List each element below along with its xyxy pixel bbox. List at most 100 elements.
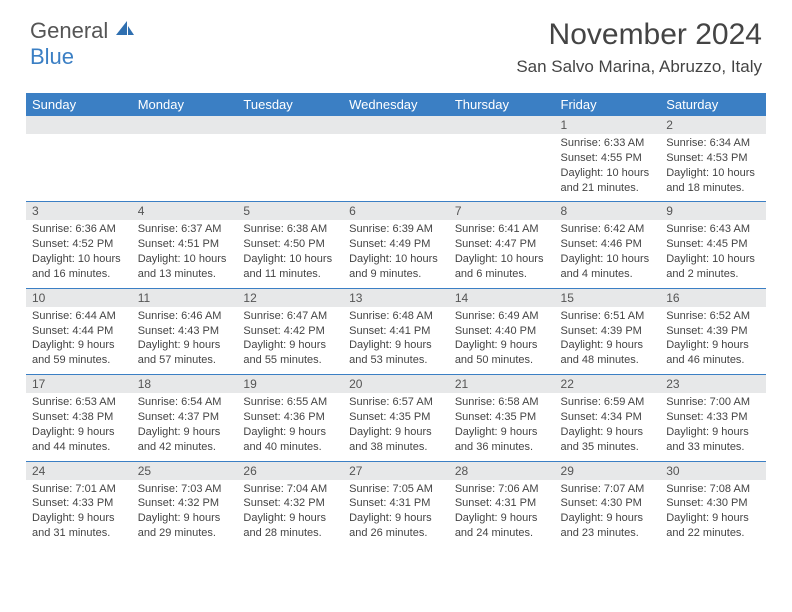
daynum-row: 17 18 19 20 21 22 23 xyxy=(26,375,766,394)
brand-text-blue-wrap: Blue xyxy=(30,44,74,70)
sunset: Sunset: 4:47 PM xyxy=(455,237,549,252)
day-number: 26 xyxy=(237,461,343,480)
sunrise: Sunrise: 7:05 AM xyxy=(349,482,443,497)
brand-text-blue: Blue xyxy=(30,44,74,69)
sail-icon xyxy=(114,19,136,44)
weekday-header: Thursday xyxy=(449,93,555,116)
day-cell: Sunrise: 6:57 AMSunset: 4:35 PMDaylight:… xyxy=(343,393,449,461)
sunset: Sunset: 4:31 PM xyxy=(455,496,549,511)
sunrise: Sunrise: 6:36 AM xyxy=(32,222,126,237)
day-cell: Sunrise: 7:00 AMSunset: 4:33 PMDaylight:… xyxy=(660,393,766,461)
sunset: Sunset: 4:45 PM xyxy=(666,237,760,252)
sunrise: Sunrise: 6:47 AM xyxy=(243,309,337,324)
day-cell: Sunrise: 6:42 AMSunset: 4:46 PMDaylight:… xyxy=(555,220,661,288)
day-number: 27 xyxy=(343,461,449,480)
month-title: November 2024 xyxy=(516,18,762,51)
sunset: Sunset: 4:41 PM xyxy=(349,324,443,339)
sunrise: Sunrise: 7:04 AM xyxy=(243,482,337,497)
day-number: 23 xyxy=(660,375,766,394)
day-number: 28 xyxy=(449,461,555,480)
weekday-header: Sunday xyxy=(26,93,132,116)
day-cell: Sunrise: 6:33 AMSunset: 4:55 PMDaylight:… xyxy=(555,134,661,202)
sunrise: Sunrise: 6:58 AM xyxy=(455,395,549,410)
day-cell: Sunrise: 6:46 AMSunset: 4:43 PMDaylight:… xyxy=(132,307,238,375)
sunset: Sunset: 4:35 PM xyxy=(349,410,443,425)
daylight: Daylight: 9 hours and 59 minutes. xyxy=(32,338,126,368)
day-cell: Sunrise: 6:37 AMSunset: 4:51 PMDaylight:… xyxy=(132,220,238,288)
day-cell: Sunrise: 6:47 AMSunset: 4:42 PMDaylight:… xyxy=(237,307,343,375)
sunrise: Sunrise: 6:44 AM xyxy=(32,309,126,324)
weekday-header: Saturday xyxy=(660,93,766,116)
weekday-header-row: Sunday Monday Tuesday Wednesday Thursday… xyxy=(26,93,766,116)
day-cell: Sunrise: 6:39 AMSunset: 4:49 PMDaylight:… xyxy=(343,220,449,288)
daylight: Daylight: 9 hours and 57 minutes. xyxy=(138,338,232,368)
day-number: 24 xyxy=(26,461,132,480)
content-row: Sunrise: 6:33 AMSunset: 4:55 PMDaylight:… xyxy=(26,134,766,202)
daylight: Daylight: 10 hours and 6 minutes. xyxy=(455,252,549,282)
daylight: Daylight: 9 hours and 42 minutes. xyxy=(138,425,232,455)
day-number: 13 xyxy=(343,288,449,307)
daylight: Daylight: 9 hours and 53 minutes. xyxy=(349,338,443,368)
day-cell: Sunrise: 6:43 AMSunset: 4:45 PMDaylight:… xyxy=(660,220,766,288)
day-number: 25 xyxy=(132,461,238,480)
day-number xyxy=(26,116,132,134)
day-number: 4 xyxy=(132,202,238,221)
day-number: 10 xyxy=(26,288,132,307)
sunset: Sunset: 4:31 PM xyxy=(349,496,443,511)
sunrise: Sunrise: 7:03 AM xyxy=(138,482,232,497)
day-number: 15 xyxy=(555,288,661,307)
sunset: Sunset: 4:36 PM xyxy=(243,410,337,425)
weekday-header: Friday xyxy=(555,93,661,116)
sunset: Sunset: 4:34 PM xyxy=(561,410,655,425)
daynum-row: 1 2 xyxy=(26,116,766,134)
sunset: Sunset: 4:39 PM xyxy=(561,324,655,339)
daylight: Daylight: 9 hours and 40 minutes. xyxy=(243,425,337,455)
content-row: Sunrise: 7:01 AMSunset: 4:33 PMDaylight:… xyxy=(26,480,766,547)
sunset: Sunset: 4:44 PM xyxy=(32,324,126,339)
day-cell: Sunrise: 6:58 AMSunset: 4:35 PMDaylight:… xyxy=(449,393,555,461)
daylight: Daylight: 9 hours and 24 minutes. xyxy=(455,511,549,541)
day-number: 1 xyxy=(555,116,661,134)
day-number: 12 xyxy=(237,288,343,307)
sunrise: Sunrise: 6:52 AM xyxy=(666,309,760,324)
sunset: Sunset: 4:35 PM xyxy=(455,410,549,425)
day-cell: Sunrise: 6:53 AMSunset: 4:38 PMDaylight:… xyxy=(26,393,132,461)
sunset: Sunset: 4:32 PM xyxy=(138,496,232,511)
day-number: 5 xyxy=(237,202,343,221)
day-cell: Sunrise: 7:05 AMSunset: 4:31 PMDaylight:… xyxy=(343,480,449,547)
day-number: 14 xyxy=(449,288,555,307)
sunrise: Sunrise: 7:00 AM xyxy=(666,395,760,410)
day-number: 17 xyxy=(26,375,132,394)
day-cell: Sunrise: 7:08 AMSunset: 4:30 PMDaylight:… xyxy=(660,480,766,547)
day-number: 29 xyxy=(555,461,661,480)
sunset: Sunset: 4:50 PM xyxy=(243,237,337,252)
sunrise: Sunrise: 6:34 AM xyxy=(666,136,760,151)
sunrise: Sunrise: 6:51 AM xyxy=(561,309,655,324)
daylight: Daylight: 9 hours and 28 minutes. xyxy=(243,511,337,541)
content-row: Sunrise: 6:53 AMSunset: 4:38 PMDaylight:… xyxy=(26,393,766,461)
day-cell xyxy=(449,134,555,202)
day-cell: Sunrise: 6:36 AMSunset: 4:52 PMDaylight:… xyxy=(26,220,132,288)
day-cell: Sunrise: 6:49 AMSunset: 4:40 PMDaylight:… xyxy=(449,307,555,375)
daynum-row: 10 11 12 13 14 15 16 xyxy=(26,288,766,307)
day-number: 21 xyxy=(449,375,555,394)
sunrise: Sunrise: 6:57 AM xyxy=(349,395,443,410)
daylight: Daylight: 10 hours and 11 minutes. xyxy=(243,252,337,282)
sunrise: Sunrise: 7:08 AM xyxy=(666,482,760,497)
day-number: 19 xyxy=(237,375,343,394)
sunrise: Sunrise: 6:38 AM xyxy=(243,222,337,237)
day-number: 6 xyxy=(343,202,449,221)
daylight: Daylight: 9 hours and 33 minutes. xyxy=(666,425,760,455)
header: General November 2024 San Salvo Marina, … xyxy=(0,0,792,85)
daylight: Daylight: 10 hours and 13 minutes. xyxy=(138,252,232,282)
day-cell: Sunrise: 7:07 AMSunset: 4:30 PMDaylight:… xyxy=(555,480,661,547)
day-cell: Sunrise: 7:01 AMSunset: 4:33 PMDaylight:… xyxy=(26,480,132,547)
content-row: Sunrise: 6:44 AMSunset: 4:44 PMDaylight:… xyxy=(26,307,766,375)
sunrise: Sunrise: 6:42 AM xyxy=(561,222,655,237)
day-number: 22 xyxy=(555,375,661,394)
day-cell: Sunrise: 6:51 AMSunset: 4:39 PMDaylight:… xyxy=(555,307,661,375)
sunrise: Sunrise: 6:49 AM xyxy=(455,309,549,324)
sunset: Sunset: 4:40 PM xyxy=(455,324,549,339)
day-cell: Sunrise: 6:34 AMSunset: 4:53 PMDaylight:… xyxy=(660,134,766,202)
sunset: Sunset: 4:49 PM xyxy=(349,237,443,252)
